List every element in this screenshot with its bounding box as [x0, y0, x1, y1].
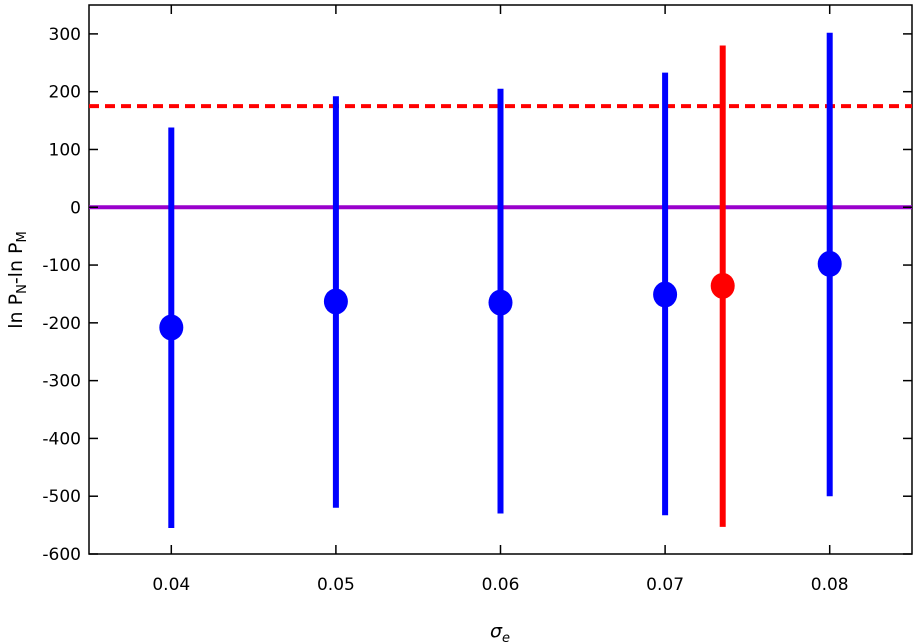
data-point	[710, 272, 735, 299]
data-point	[323, 288, 348, 315]
y-tick-label: -300	[42, 372, 81, 392]
series-0	[159, 32, 842, 528]
series-1	[710, 45, 735, 527]
data-point	[653, 281, 678, 308]
x-tick-label: 0.06	[482, 575, 520, 595]
y-tick-label: -600	[42, 545, 81, 565]
data-point	[159, 314, 184, 341]
y-tick-label: -500	[42, 487, 81, 507]
x-axis-label: σe	[490, 620, 510, 643]
x-tick-label: 0.08	[811, 575, 849, 595]
x-axis-ticks: 0.04 0.05 0.06 0.07 0.08	[152, 5, 849, 595]
x-tick-label: 0.05	[317, 575, 355, 595]
data-point	[488, 289, 513, 316]
y-tick-label: -200	[42, 314, 81, 334]
y-tick-label: 200	[49, 83, 81, 103]
y-tick-label: 0	[70, 198, 81, 218]
x-tick-label: 0.04	[152, 575, 190, 595]
y-axis-ticks: 300 200 100 0 -100 -200 -300 -400 -500 -600	[42, 25, 912, 565]
y-tick-label: 100	[49, 140, 81, 160]
y-axis-label: ln PN-ln PM	[5, 231, 30, 328]
y-tick-label: -100	[42, 256, 81, 276]
y-tick-label: -400	[42, 429, 81, 449]
data-series	[159, 32, 842, 528]
data-point	[817, 250, 842, 277]
y-tick-label: 300	[49, 25, 81, 45]
x-tick-label: 0.07	[646, 575, 684, 595]
